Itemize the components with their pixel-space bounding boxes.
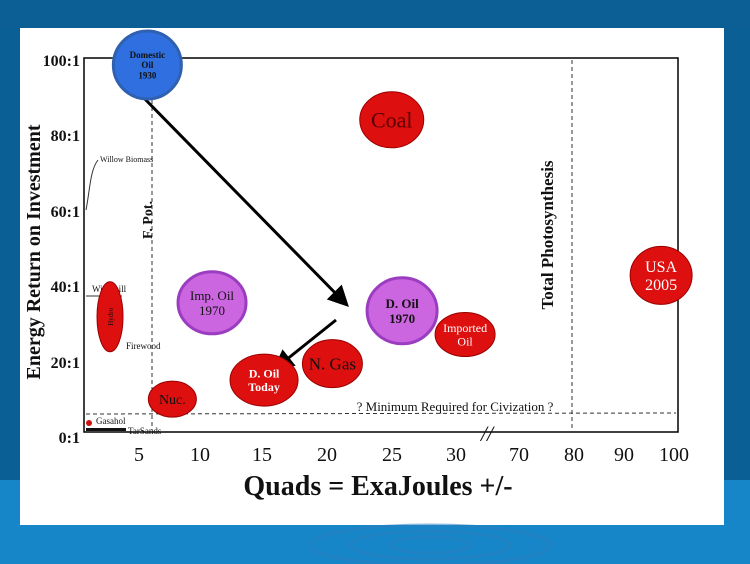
bubble-label: D. Oil: [385, 296, 419, 311]
x-tick-label: 25: [382, 444, 402, 466]
arrow-1930-to-1970: [136, 90, 349, 307]
bubble-label: Today: [248, 380, 280, 394]
firewood-label: Firewood: [126, 341, 161, 351]
x-tick-label: 30: [446, 444, 466, 466]
gasahol-label: Gasahol: [96, 416, 126, 426]
bubble-label: Nuc.: [159, 393, 186, 408]
bubble-label: N. Gas: [309, 355, 356, 374]
bubble-coal: Coal: [359, 91, 425, 149]
gasahol-marker: [86, 420, 92, 426]
bubble-label: Imported: [443, 321, 487, 335]
x-tick-label: 100: [659, 444, 689, 466]
y-axis-title: Energy Return on Investment: [23, 124, 45, 379]
bubble-hydro: Hydro: [96, 281, 124, 353]
bubble-shape: [301, 339, 363, 389]
total-photosynthesis-label: Total Photosynthesis: [538, 160, 557, 309]
bubble-shape: [176, 270, 248, 336]
decorative-rings: [308, 523, 552, 564]
axis-break-mark: //: [479, 421, 495, 446]
bubble-shape: [111, 29, 183, 101]
y-tick-label: 40:1: [51, 279, 80, 296]
x-tick-label: 80: [564, 444, 584, 466]
x-tick-label: 70: [509, 444, 529, 466]
bubble-label: D. Oil: [249, 366, 280, 380]
x-tick-label: 10: [190, 444, 210, 466]
tarsands-label: TarSands: [128, 426, 162, 436]
x-tick-label: 90: [614, 444, 634, 466]
bubble-shape: [434, 312, 496, 357]
bubble-label: 1970: [199, 303, 225, 318]
bubble-label: USA: [645, 259, 677, 276]
bubble-shape: [96, 281, 124, 353]
plot-frame: [83, 57, 679, 433]
y-ticks: 100:1 80:1 60:1 40:1 20:1 0:1: [43, 53, 80, 447]
bubble-nuc: Nuc.: [147, 380, 197, 418]
bubble-shape: [147, 380, 197, 418]
bubble-n-gas: N. Gas: [301, 339, 363, 389]
bubble-shape: [229, 353, 299, 407]
willow-biomass-label: Willow Biomass: [100, 155, 153, 164]
bubble-shape: [359, 91, 425, 149]
x-ticks: 5 10 15 20 25 30 70 80 90 100: [134, 444, 689, 466]
bubble-label: Coal: [371, 108, 413, 133]
y-tick-label: 20:1: [51, 355, 80, 372]
bubble-label: Oil: [141, 60, 154, 70]
bubble-label: Hydro: [107, 307, 115, 325]
bubble-label: 1970: [389, 311, 415, 326]
x-tick-label: 5: [134, 444, 144, 466]
y-tick-label: 80:1: [51, 128, 80, 145]
y-tick-label: 0:1: [59, 430, 80, 447]
f-pot-label: F. Pot.: [141, 201, 156, 239]
tarsands-bar: [86, 428, 126, 431]
y-tick-label: 60:1: [51, 204, 80, 221]
bubble-label: Oil: [457, 335, 473, 349]
top-band: [0, 0, 750, 28]
bubble-label: 2005: [645, 277, 677, 294]
bubble-label: 1930: [138, 71, 157, 81]
y-tick-label: 100:1: [43, 53, 80, 70]
x-axis-title: Quads = ExaJoules +/-: [243, 471, 512, 502]
bubble-shape: [365, 276, 439, 346]
minimum-label: ? Minimum Required for Civization ?: [357, 399, 554, 414]
bubble-label: Domestic: [130, 50, 166, 60]
x-tick-label: 20: [317, 444, 337, 466]
x-tick-label: 15: [252, 444, 272, 466]
bubble-shape: [629, 245, 693, 305]
bubble-label: Imp. Oil: [190, 288, 234, 303]
willow-bracket: [85, 159, 99, 211]
